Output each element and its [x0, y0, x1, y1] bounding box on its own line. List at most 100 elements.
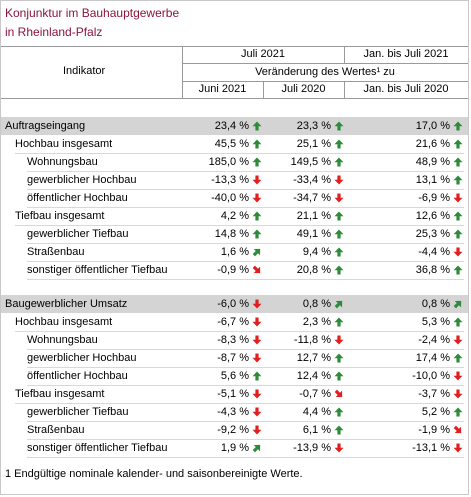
- value-col-2: -34,7 %: [293, 192, 331, 204]
- trend-arrow-up-icon: [334, 371, 344, 381]
- trend-arrow-up-icon: [453, 175, 463, 185]
- value-col-2: 49,1 %: [296, 228, 331, 240]
- value-col-2: 0,8 %: [302, 298, 331, 310]
- trend-arrow-up-icon: [453, 353, 463, 363]
- trend-arrow-down-icon: [252, 175, 262, 185]
- trend-arrow-up-icon: [252, 139, 262, 149]
- value-col-2: 23,3 %: [296, 120, 331, 132]
- trend-arrow-up-icon: [334, 157, 344, 167]
- header-indikator: Indikator: [63, 65, 106, 77]
- trend-arrow-up-icon: [453, 121, 463, 131]
- trend-arrow-up-icon: [334, 121, 344, 131]
- trend-arrow-up-icon: [334, 229, 344, 239]
- row-label: Straßenbau: [27, 424, 85, 436]
- trend-arrow-down-icon: [334, 335, 344, 345]
- table-row: Straßenbau 1,6 % 9,4 % -4,4 %: [1, 243, 468, 262]
- trend-arrow-down-right-icon: [453, 425, 462, 434]
- table-row: öffentlicher Hochbau -40,0 % -34,7 % -6,9 %: [1, 189, 468, 208]
- row-separator: [15, 403, 464, 404]
- trend-arrow-up-icon: [252, 211, 262, 221]
- section-row: Auftragseingang 23,4 % 23,3 % 17,0 %: [1, 117, 468, 135]
- value-col-2: 149,5 %: [290, 156, 331, 168]
- row-label: öffentlicher Hochbau: [27, 370, 128, 382]
- value-col-1: 14,8 %: [214, 228, 249, 240]
- row-separator: [27, 367, 464, 368]
- trend-arrow-down-icon: [252, 407, 262, 417]
- row-label: Straßenbau: [27, 246, 85, 258]
- row-separator: [27, 171, 464, 172]
- value-col-3: -13,1 %: [412, 442, 450, 454]
- header-divider-4: [344, 81, 345, 98]
- value-col-1: -40,0 %: [211, 192, 249, 204]
- row-separator: [15, 331, 464, 332]
- value-col-1: -6,7 %: [217, 316, 249, 328]
- table-row: gewerblicher Tiefbau -4,3 % 4,4 % 5,2 %: [1, 403, 468, 422]
- trend-arrow-up-icon: [334, 247, 344, 257]
- trend-arrow-down-icon: [453, 443, 463, 453]
- row-label: Wohnungsbau: [27, 334, 98, 346]
- table-row: Hochbau insgesamt 45,5 % 25,1 % 21,6 %: [1, 135, 468, 154]
- row-label: gewerblicher Tiefbau: [27, 406, 129, 418]
- trend-arrow-up-icon: [453, 265, 463, 275]
- row-separator: [27, 243, 464, 244]
- value-col-3: 5,2 %: [421, 406, 450, 418]
- row-separator: [27, 457, 464, 458]
- value-col-3: -2,4 %: [418, 334, 450, 346]
- trend-arrow-down-icon: [252, 335, 262, 345]
- trend-arrow-down-icon: [252, 317, 262, 327]
- value-col-3: 13,1 %: [415, 174, 450, 186]
- row-separator: [27, 349, 464, 350]
- header-mid-rule: [182, 63, 468, 64]
- value-col-2: 21,1 %: [296, 210, 331, 222]
- header-group-july: Juli 2021: [240, 48, 286, 60]
- value-col-2: 6,1 %: [302, 424, 331, 436]
- value-col-3: 17,4 %: [415, 352, 450, 364]
- value-col-1: 1,6 %: [220, 246, 249, 258]
- table-row: öffentlicher Hochbau 5,6 % 12,4 % -10,0 %: [1, 367, 468, 386]
- row-label: gewerblicher Tiefbau: [27, 228, 129, 240]
- trend-arrow-down-icon: [334, 443, 344, 453]
- trend-arrow-up-icon: [334, 425, 344, 435]
- table-row: gewerblicher Hochbau -8,7 % 12,7 % 17,4 %: [1, 349, 468, 368]
- value-col-2: -13,9 %: [293, 442, 331, 454]
- row-separator: [15, 225, 464, 226]
- trend-arrow-down-icon: [252, 299, 262, 309]
- value-col-1: 185,0 %: [208, 156, 249, 168]
- row-separator: [27, 279, 464, 280]
- section-row: Baugewerblicher Umsatz -6,0 % 0,8 % 0,8 %: [1, 295, 468, 313]
- value-col-3: 5,3 %: [421, 316, 450, 328]
- row-label: Wohnungsbau: [27, 156, 98, 168]
- value-col-2: -0,7 %: [299, 388, 331, 400]
- table-row: gewerblicher Tiefbau 14,8 % 49,1 % 25,3 %: [1, 225, 468, 244]
- value-col-2: -11,8 %: [293, 334, 331, 346]
- value-col-3: 0,8 %: [421, 298, 450, 310]
- header-divider-3: [263, 81, 264, 98]
- trend-arrow-down-right-icon: [252, 265, 261, 274]
- trend-arrow-up-right-icon: [334, 300, 343, 309]
- header-sub-rule: [182, 81, 468, 82]
- value-col-3: -1,9 %: [418, 424, 450, 436]
- table-row: sonstiger öffentlicher Tiefbau -0,9 % 20,8…: [1, 261, 468, 280]
- trend-arrow-up-icon: [453, 139, 463, 149]
- trend-arrow-down-right-icon: [334, 389, 343, 398]
- value-col-1: 4,2 %: [220, 210, 249, 222]
- trend-arrow-down-icon: [453, 389, 463, 399]
- row-label: Tiefbau insgesamt: [15, 388, 105, 400]
- value-col-1: -9,2 %: [217, 424, 249, 436]
- trend-arrow-down-icon: [453, 335, 463, 345]
- row-label: Auftragseingang: [5, 120, 86, 132]
- trend-arrow-up-icon: [252, 229, 262, 239]
- header-change-label: Veränderung des Wertes¹ zu: [255, 66, 395, 78]
- row-separator: [27, 189, 464, 190]
- value-col-3: 36,8 %: [415, 264, 450, 276]
- value-col-3: -6,9 %: [418, 192, 450, 204]
- trend-arrow-up-right-icon: [252, 248, 261, 257]
- title-line-1: Konjunktur im Bauhauptgewerbe: [5, 6, 180, 20]
- row-label: öffentlicher Hochbau: [27, 192, 128, 204]
- value-col-1: -8,3 %: [217, 334, 249, 346]
- row-label: Baugewerblicher Umsatz: [5, 298, 128, 310]
- value-col-1: -8,7 %: [217, 352, 249, 364]
- table-row: gewerblicher Hochbau -13,3 % -33,4 % 13,1 %: [1, 171, 468, 190]
- trend-arrow-up-right-icon: [453, 300, 462, 309]
- trend-arrow-down-icon: [252, 389, 262, 399]
